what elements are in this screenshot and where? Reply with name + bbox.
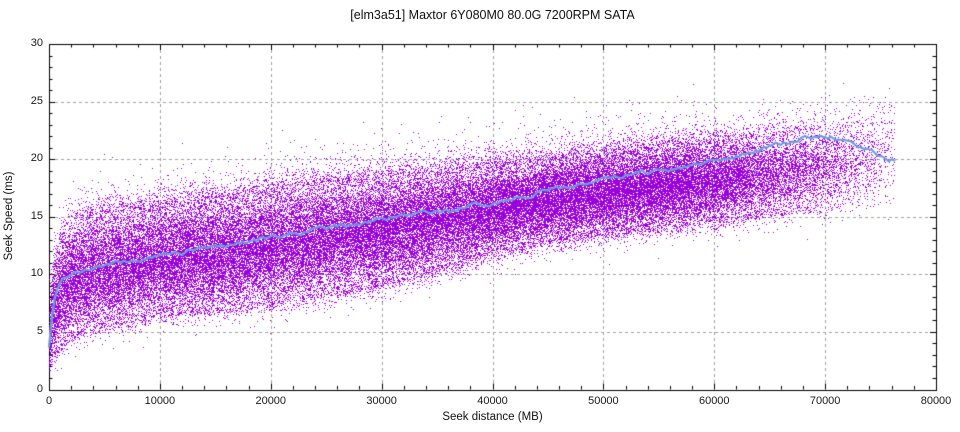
x-tick-label: 50000 — [588, 395, 619, 407]
y-tick-label: 5 — [36, 324, 43, 337]
y-tick-label: 15 — [30, 209, 43, 222]
x-tick-label: 30000 — [366, 395, 397, 407]
chart-title: [elm3a51] Maxtor 6Y080M0 80.0G 7200RPM S… — [350, 8, 635, 22]
y-tick-label: 30 — [30, 37, 43, 49]
x-tick-label: 10000 — [144, 395, 176, 407]
y-tick-label: 0 — [36, 382, 43, 395]
x-tick-label: 0 — [45, 395, 53, 407]
x-tick-label: 70000 — [809, 395, 841, 407]
x-tick-label: 80000 — [920, 395, 952, 407]
x-axis-label: Seek distance (MB) — [442, 411, 543, 423]
x-tick-label: 60000 — [698, 395, 730, 407]
y-tick-label: 25 — [30, 94, 43, 107]
y-tick-label: 20 — [30, 152, 43, 165]
x-tick-label: 20000 — [255, 395, 287, 407]
y-tick-label: 10 — [30, 267, 43, 280]
x-tick-label: 40000 — [477, 395, 508, 407]
